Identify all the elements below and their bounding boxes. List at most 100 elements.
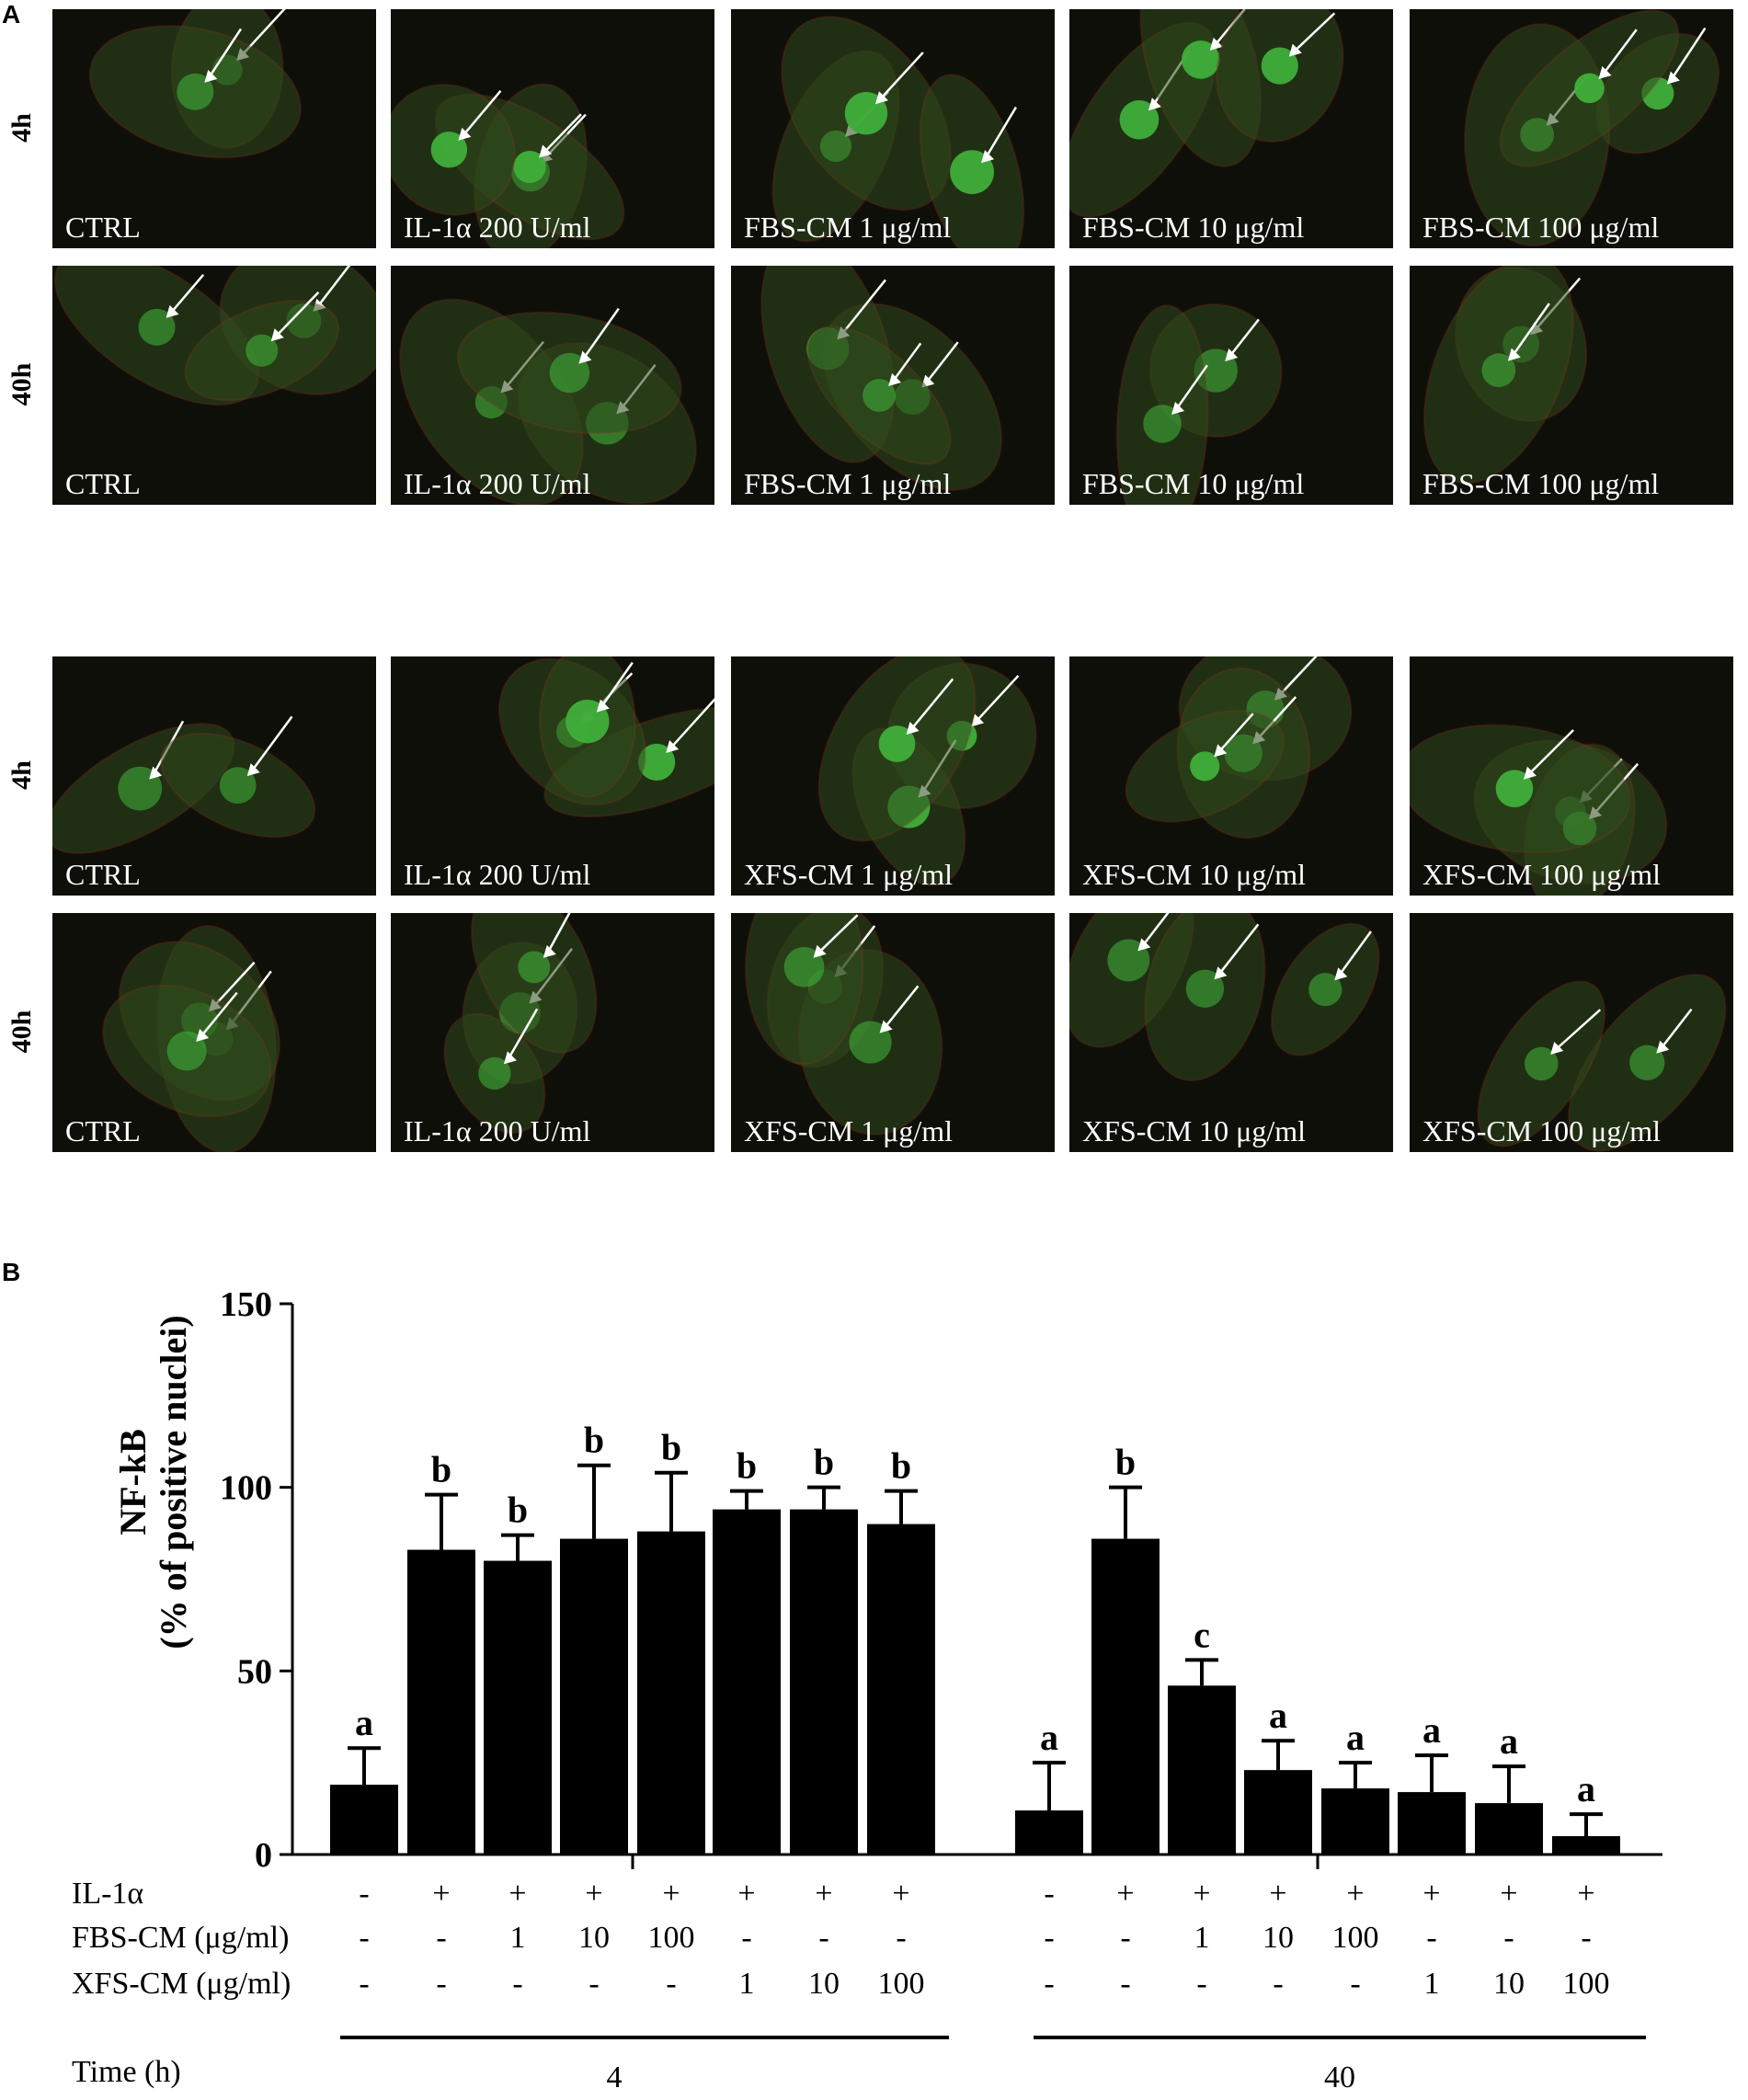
micrograph-image: [53, 266, 376, 406]
treatment-value: -: [1503, 1921, 1514, 1955]
treatment-value: +: [1269, 1877, 1286, 1911]
micrograph-caption: XFS-CM 100 μg/ml: [1422, 1114, 1661, 1147]
bar: [1398, 1792, 1466, 1855]
micrograph-image: [1464, 9, 1720, 247]
treatment-value: +: [1500, 1877, 1517, 1911]
treatment-table: IL-1α - + + + + + + + - + + + + + + + FBS-CM (μg/ml) - - 1 10…: [72, 1877, 1646, 2094]
micrograph-image: [1069, 9, 1344, 218]
panel-a-label: A: [2, 0, 21, 29]
bar: [1091, 1538, 1160, 1855]
time-label: 40h: [6, 1010, 37, 1054]
time-group-label: 4: [607, 2060, 623, 2094]
treatment-value: -: [1581, 1921, 1591, 1955]
significance-letter: b: [508, 1489, 528, 1531]
micrograph-image: [1410, 724, 1668, 896]
micrograph-image: [1069, 913, 1380, 1082]
micrograph-caption: FBS-CM 1 μg/ml: [744, 211, 952, 244]
significance-letter: b: [737, 1445, 757, 1487]
treatment-value: -: [512, 1967, 522, 2001]
micrograph-image: [399, 298, 697, 505]
micrograph-image: [771, 16, 1025, 248]
treatment-value: -: [359, 1967, 369, 2001]
treatment-row-label: IL-1α: [72, 1877, 143, 1911]
micrograph-image: [744, 913, 943, 1136]
treatment-value: +: [815, 1877, 832, 1911]
micrograph-caption: CTRL: [65, 1114, 141, 1147]
micrograph-tile: CTRL: [52, 913, 376, 1152]
micrograph-tile: IL-1α 200 U/ml: [391, 266, 714, 505]
significance-letter: a: [355, 1702, 373, 1743]
treatment-value: +: [737, 1877, 755, 1911]
time-group-label: 40: [1324, 2060, 1355, 2094]
treatment-value: -: [666, 1967, 676, 2001]
micrograph-caption: XFS-CM 10 μg/ml: [1082, 1114, 1306, 1147]
significance-letter: b: [431, 1449, 451, 1490]
treatment-value: +: [1346, 1877, 1364, 1911]
significance-letter: b: [661, 1427, 681, 1468]
chart-bars: a b b b b b b b a b c a a a a a: [330, 1420, 1620, 1855]
bar: [1168, 1685, 1236, 1855]
micrograph-tile: FBS-CM 100 μg/ml: [1410, 9, 1733, 248]
micrograph-tile: IL-1α 200 U/ml: [391, 656, 714, 896]
significance-letter: b: [891, 1445, 911, 1487]
micrograph-caption: XFS-CM 100 μg/ml: [1422, 858, 1661, 891]
significance-letter: b: [584, 1420, 604, 1461]
significance-letter: b: [814, 1442, 834, 1483]
treatment-value: +: [1422, 1877, 1440, 1911]
micrograph-caption: CTRL: [65, 211, 141, 244]
micrograph-tile: IL-1α 200 U/ml: [391, 913, 714, 1152]
bar: [1475, 1803, 1543, 1855]
bar: [1015, 1810, 1083, 1855]
bar: [1244, 1770, 1312, 1855]
micrograph-caption: XFS-CM 1 μg/ml: [744, 1114, 953, 1147]
significance-letter: a: [1269, 1695, 1287, 1736]
significance-letter: b: [1115, 1442, 1136, 1483]
treatment-value: -: [1350, 1967, 1360, 2001]
time-label: 40h: [6, 362, 37, 406]
micrograph-tile: XFS-CM 1 μg/ml: [731, 913, 1055, 1152]
micrograph-caption: XFS-CM 10 μg/ml: [1082, 858, 1306, 891]
bar: [637, 1531, 705, 1855]
treatment-value: 1: [1194, 1921, 1210, 1955]
micrograph-tile: IL-1α 200 U/ml: [391, 9, 714, 248]
treatment-value: +: [508, 1877, 526, 1911]
micrograph-caption: FBS-CM 100 μg/ml: [1422, 467, 1660, 500]
micrograph-caption: IL-1α 200 U/ml: [404, 1114, 591, 1147]
y-axis-label-line1: NF-kB: [112, 1429, 154, 1535]
treatment-value: +: [1193, 1877, 1210, 1911]
treatment-value: 10: [1262, 1921, 1294, 1955]
treatment-row-label: FBS-CM (μg/ml): [72, 1921, 289, 1955]
treatment-value: 1: [739, 1967, 755, 2001]
treatment-value: -: [1044, 1877, 1054, 1911]
treatment-value: +: [585, 1877, 602, 1911]
micrograph-tile: CTRL: [52, 656, 376, 896]
micrograph-tile: FBS-CM 10 μg/ml: [1069, 266, 1393, 505]
bar: [407, 1549, 475, 1855]
micrograph-tile: CTRL: [52, 266, 376, 505]
micrograph-caption: IL-1α 200 U/ml: [404, 858, 591, 891]
y-tick-label: 100: [220, 1469, 272, 1508]
significance-letter: a: [1346, 1717, 1365, 1758]
micrograph-tile: FBS-CM 100 μg/ml: [1410, 266, 1733, 505]
micrograph-tile: CTRL: [52, 9, 376, 248]
bar: [484, 1560, 552, 1855]
treatment-value: -: [359, 1921, 369, 1955]
micrograph-image: [1125, 656, 1353, 839]
treatment-value: 100: [878, 1967, 925, 2001]
treatment-value: 10: [1493, 1967, 1525, 2001]
micrograph-image: [391, 83, 625, 248]
micrograph-caption: IL-1α 200 U/ml: [404, 467, 591, 500]
treatment-value: -: [436, 1921, 446, 1955]
y-axis-label-line2: (% of positive nuclei): [153, 1315, 194, 1649]
treatment-value: 100: [1563, 1967, 1610, 2001]
chart-axes: 0 50 100 150: [220, 1285, 1662, 1875]
micrograph-image: [1477, 973, 1727, 1152]
bar: [1552, 1836, 1620, 1855]
treatment-value: -: [588, 1967, 599, 2001]
treatment-value: -: [896, 1921, 906, 1955]
treatment-value: 1: [1424, 1967, 1440, 2001]
micrograph-image: [52, 715, 316, 854]
treatment-value: -: [818, 1921, 828, 1955]
y-tick-label: 0: [255, 1836, 272, 1875]
treatment-value: -: [436, 1967, 446, 2001]
